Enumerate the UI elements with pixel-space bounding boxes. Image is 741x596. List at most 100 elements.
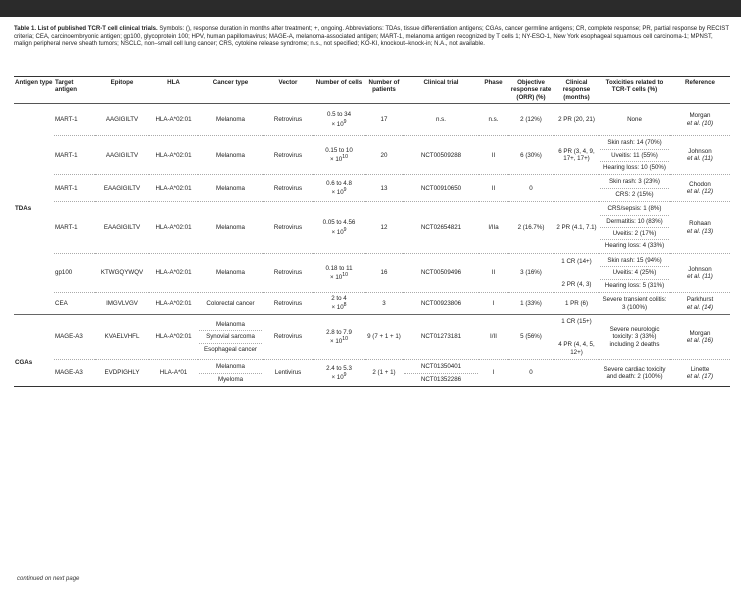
target-antigen-cell: MAGE-A3: [54, 314, 95, 361]
patients-cell: 13: [365, 174, 403, 203]
reference-author: Linette: [690, 365, 710, 373]
vector-cell: Retrovirus: [263, 253, 313, 294]
cells-mult: × 10: [331, 304, 344, 312]
patients-cell: 12: [365, 201, 403, 254]
response-cell: 1 CR (15+) 4 PR (4, 4, 5, 12+): [554, 314, 599, 361]
reference-etal: et al. (11): [687, 155, 713, 163]
reference-cell: Morgan et al. (10): [670, 103, 730, 137]
toxicities-cell: Skin rash: 14 (70%) Uveitis: 11 (55%) He…: [599, 135, 670, 176]
toxicities-cell: CRS/sepsis: 1 (8%) Dermatitis: 10 (83%) …: [599, 201, 670, 254]
toxicities-cell: Severe cardiac toxicity and death: 2 (10…: [599, 359, 670, 387]
cells-exp: 9: [343, 372, 347, 378]
header-number-of-cells: Number of cells: [315, 79, 363, 86]
reference-etal: et al. (13): [686, 227, 714, 235]
patients-cell: 17: [365, 103, 403, 137]
vector-cell: Retrovirus: [263, 135, 313, 176]
cells-exp: 8: [343, 302, 347, 309]
header-epitope: Epitope: [110, 79, 134, 86]
hla-cell: HLA-A*02:01: [149, 292, 198, 315]
cells-cell: 2 to 4 × 108: [313, 292, 365, 315]
patients-cell: 9 (7 + 1 + 1): [365, 314, 403, 361]
patients-cell: 20: [365, 135, 403, 176]
toxicities-cell: Severe transient colitis: 3 (100%): [599, 292, 670, 315]
caption-text: Symbols: (), response duration in months…: [14, 26, 729, 48]
response-line: 1 CR (14+): [561, 257, 592, 265]
reference-etal: et al. (10): [686, 119, 714, 127]
reference-cell: Linette et al. (17): [670, 359, 730, 387]
vector-cell: Retrovirus: [263, 201, 313, 254]
response-cell: 1 PR (6): [554, 292, 599, 315]
header-target-antigen: Target antigen: [55, 79, 78, 94]
response-cell: 6 PR (3, 4, 9, 17+, 17+): [554, 135, 599, 176]
cells-range: 0.15 to 10: [325, 146, 353, 154]
orr-cell: 2 (12%): [508, 103, 554, 137]
reference-etal: et al. (11): [687, 272, 713, 280]
clinical-trials-table: Antigen type Target antigen Epitope HLA …: [14, 76, 730, 387]
cancer-item: Myeloma: [217, 375, 244, 383]
cancer-type-cell: Melanoma: [198, 174, 263, 203]
reference-author: Johnson: [688, 265, 712, 273]
reference-cell: Johnson et al. (11): [670, 135, 730, 176]
toxicity-item: Hearing loss: 5 (31%): [604, 281, 665, 289]
clinical-trial-cell: NCT00910650: [403, 174, 479, 203]
table-row: MART-1 EAAGIGILTV HLA-A*02:01 Melanoma R…: [14, 174, 730, 203]
toxicity-item: CRS/sepsis: 1 (8%): [600, 203, 669, 216]
header-orr: Objective response rate (ORR) (%): [510, 79, 552, 101]
epitope-cell: IMGVLVGV: [95, 292, 149, 315]
cells-exp: 10: [342, 335, 348, 342]
hla-cell: HLA-A*02:01: [149, 314, 198, 361]
orr-cell: 5 (56%): [508, 314, 554, 361]
toxicity-item: Hearing loss: 10 (50%): [603, 164, 666, 172]
toxicity-item: Uveitis: 2 (17%): [600, 228, 669, 241]
cells-cell: 0.6 to 4.8 × 109: [313, 174, 365, 203]
cancer-type-cell: Melanoma: [198, 201, 263, 254]
patients-cell: 2 (1 + 1): [365, 359, 403, 387]
orr-cell: 2 (16.7%): [508, 201, 554, 254]
header-clinical-response: Clinical response (months): [562, 79, 591, 101]
hla-cell: HLA-A*01: [149, 359, 198, 387]
reference-author: Rohaan: [689, 220, 711, 228]
table-row: CEA IMGVLVGV HLA-A*02:01 Colorectal canc…: [14, 292, 730, 315]
hla-cell: HLA-A*02:01: [149, 135, 198, 176]
toxicity-item: Skin rash: 15 (94%): [600, 255, 669, 268]
header-clinical-trial: Clinical trial: [423, 79, 459, 86]
phase-cell: II: [479, 135, 508, 176]
cancer-item: Synovial sarcoma: [199, 331, 262, 344]
cells-cell: 0.05 to 4.56 × 109: [313, 201, 365, 254]
response-cell: 2 PR (20, 21): [554, 103, 599, 137]
cells-mult: × 10: [331, 374, 344, 382]
cells-cell: 2.8 to 7.9 × 1010: [313, 314, 365, 361]
reference-etal: et al. (14): [686, 303, 714, 311]
epitope-cell: EVDPIGHLY: [95, 359, 149, 387]
clinical-trial-cell: NCT02654821: [403, 201, 479, 254]
cancer-type-cell: Melanoma Synovial sarcoma Esophageal can…: [198, 314, 263, 361]
response-cell: 1 CR (14+) 2 PR (4, 3): [554, 253, 599, 294]
vector-cell: Retrovirus: [263, 292, 313, 315]
header-reference: Reference: [685, 79, 715, 86]
toxicity-item: Skin rash: 3 (23%): [600, 176, 669, 189]
toxicities-cell: None: [599, 103, 670, 137]
cells-range: 0.05 to 4.56: [322, 219, 356, 227]
cells-mult: × 10: [331, 228, 344, 236]
phase-cell: II: [479, 253, 508, 294]
toxicity-item: Severe transient colitis: 3 (100%): [602, 296, 667, 311]
hla-cell: HLA-A*02:01: [149, 253, 198, 294]
trial-item: NCT01350401: [404, 361, 478, 374]
hla-cell: HLA-A*02:01: [149, 103, 198, 137]
vector-cell: Lentivirus: [263, 359, 313, 387]
cells-cell: 0.18 to 11 × 1010: [313, 253, 365, 294]
toxicity-item: Uveitis: 11 (55%): [600, 150, 669, 163]
header-row: Antigen type Target antigen Epitope HLA …: [14, 76, 730, 104]
cells-exp: 10: [342, 154, 348, 161]
cells-exp: 9: [343, 118, 347, 125]
target-antigen-cell: CEA: [54, 292, 95, 315]
cancer-type-cell: Colorectal cancer: [198, 292, 263, 315]
cells-exp: 9: [343, 226, 347, 233]
target-antigen-cell: MART-1: [54, 135, 95, 176]
cancer-item: Melanoma: [199, 319, 262, 332]
reference-cell: Morgan et al. (16): [670, 314, 730, 361]
group-label-cgas: CGAs: [14, 314, 54, 387]
response-cell: [554, 174, 599, 203]
toxicity-item: Skin rash: 14 (70%): [600, 137, 669, 150]
orr-cell: 3 (16%): [508, 253, 554, 294]
